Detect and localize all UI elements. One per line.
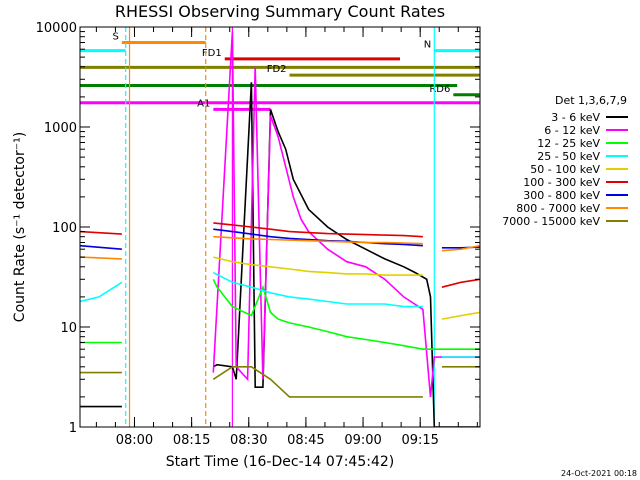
x-tick-label: 08:15 [173,433,210,448]
series-line [212,31,480,397]
x-axis: 08:00 08:15 08:30 08:45 09:00 09:15 [95,27,478,448]
flag-label: FD2 [267,64,287,75]
series-line [80,235,480,260]
legend-label: 50 - 100 keV [530,163,600,176]
x-tick-label: 09:00 [344,433,381,448]
legend-label: 25 - 50 keV [537,150,600,163]
series-line [80,366,480,398]
x-axis-label: Start Time (16-Dec-14 07:45:42) [166,454,394,470]
y-tick-label: 10000 [36,21,77,36]
series-line [80,278,480,350]
flag-label: N [424,40,431,51]
series-line [80,82,480,427]
y-tick-label: 10 [60,321,77,336]
footer-timestamp: 24-Oct-2021 00:18 [561,469,637,478]
legend-label: 800 - 7000 keV [516,202,600,215]
legend-label: 3 - 6 keV [551,111,600,124]
legend-label: 6 - 12 keV [544,124,600,137]
x-tick-label: 08:30 [230,433,267,448]
flag-label: FD1 [202,48,222,59]
legend-label: 100 - 300 keV [523,176,600,189]
y-axis-label: Count Rate (s⁻¹ detector⁻¹) [12,132,28,322]
flag-bars-layer: SNNFD1FD2FD2RD0RD6A0A1 [80,31,480,111]
legend-title: Det 1,3,6,7,9 [555,94,627,107]
legend-label: 7000 - 15000 keV [502,215,600,228]
flag-label: RD6 [429,84,450,95]
flag-label: A1 [197,98,210,109]
series-line [80,222,480,288]
flag-label: S [113,31,119,42]
y-tick-label: 1 [69,421,77,436]
x-tick-label: 08:00 [116,433,153,448]
legend-label: 300 - 800 keV [523,189,600,202]
series-line [80,271,480,358]
series-line [213,256,480,320]
legend-label: 12 - 25 keV [537,137,600,150]
y-tick-label: 100 [52,221,77,236]
x-tick-label: 09:15 [401,433,438,448]
chart-title: RHESSI Observing Summary Count Rates [115,2,445,21]
x-tick-label: 08:45 [287,433,324,448]
series-layer [80,31,480,427]
y-axis: 1 10 100 1000 10000 [36,21,480,436]
y-tick-label: 1000 [44,121,77,136]
